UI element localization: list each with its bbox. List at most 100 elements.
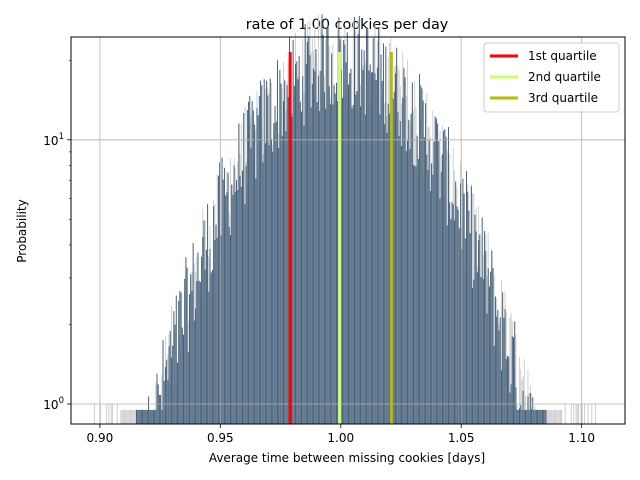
histogram-bar: [463, 193, 465, 424]
histogram-bar: [130, 409, 132, 424]
histogram-bar: [167, 380, 169, 424]
histogram-bar: [99, 404, 101, 424]
histogram-bar: [233, 165, 235, 424]
histogram-bar: [343, 39, 345, 424]
histogram-bar: [541, 409, 543, 424]
histogram-bar: [311, 83, 313, 424]
histogram-bar: [349, 73, 351, 425]
histogram-bar: [329, 104, 331, 424]
histogram-bar: [270, 138, 272, 424]
histogram-bar: [423, 137, 425, 424]
histogram-bar: [492, 268, 494, 424]
histogram-bar: [493, 346, 495, 424]
histogram-bar: [402, 97, 404, 424]
histogram-bar: [466, 171, 468, 424]
histogram-bar: [509, 392, 511, 424]
histogram-bar: [316, 102, 318, 425]
histogram-bar: [140, 409, 142, 424]
histogram-bar: [355, 94, 357, 424]
histogram-bar: [293, 85, 295, 425]
histogram-bar: [385, 46, 387, 424]
histogram-bar: [525, 409, 527, 424]
histogram-bar: [559, 409, 561, 424]
histogram-bar: [174, 324, 176, 424]
histogram-bar: [168, 346, 170, 424]
histogram-bar: [156, 373, 158, 424]
histogram-bar: [368, 70, 370, 424]
histogram-bar: [236, 180, 237, 424]
histogram-bar: [223, 167, 225, 424]
histogram-bar: [545, 409, 547, 424]
histogram-bar: [494, 296, 496, 424]
legend-label: 2nd quartile: [528, 70, 601, 84]
histogram-bar: [467, 192, 469, 424]
histogram-bar: [447, 127, 449, 424]
histogram-bar: [133, 409, 135, 424]
histogram-bar: [279, 70, 281, 424]
histogram-bar: [181, 327, 183, 424]
histogram-bar: [331, 54, 333, 424]
histogram-bar: [121, 409, 123, 424]
histogram-bar: [535, 409, 537, 424]
histogram-bar: [274, 105, 276, 424]
histogram-bar: [217, 175, 219, 424]
histogram-bar: [204, 269, 206, 424]
histogram-bar: [556, 409, 558, 424]
histogram-bar: [264, 143, 266, 424]
histogram-bar: [407, 140, 409, 424]
histogram-bar: [261, 85, 263, 424]
histogram-bar: [334, 93, 336, 424]
histogram-bar: [178, 300, 180, 424]
histogram-bar: [552, 409, 554, 424]
histogram-bar: [286, 85, 288, 424]
histogram-bar: [482, 279, 484, 424]
histogram-bar: [322, 35, 324, 425]
histogram-bar: [246, 109, 248, 424]
histogram-bar: [516, 409, 518, 424]
histogram-bar: [191, 290, 193, 424]
histogram-bar: [441, 154, 443, 425]
histogram-bar: [425, 103, 427, 425]
histogram-bar: [378, 26, 380, 424]
histogram-bar: [584, 404, 586, 424]
histogram-bar: [299, 102, 301, 424]
histogram-bar: [160, 394, 162, 424]
histogram-bar: [266, 80, 268, 424]
histogram-bar: [453, 220, 455, 424]
histogram-bar: [491, 250, 493, 424]
histogram-bar: [429, 190, 431, 424]
histogram-bar: [154, 409, 156, 424]
histogram-bar: [354, 16, 356, 425]
histogram-bar: [321, 14, 323, 424]
histogram-bar: [319, 111, 321, 425]
histogram-bar: [520, 368, 522, 424]
histogram-bar: [199, 282, 201, 424]
histogram-bar: [190, 274, 192, 424]
histogram-bar: [551, 409, 553, 424]
histogram-bar: [510, 313, 512, 424]
histogram-bar: [474, 214, 476, 424]
histogram-bar: [439, 198, 441, 424]
histogram-bar: [221, 157, 223, 424]
histogram-bar: [464, 238, 466, 424]
histogram-bar: [192, 242, 194, 424]
histogram-bar: [374, 73, 376, 424]
histogram-bar: [198, 280, 200, 424]
histogram-bar: [458, 228, 460, 424]
histogram-bar: [417, 158, 419, 424]
histogram-bar: [468, 210, 470, 424]
histogram-bar: [513, 337, 514, 424]
histogram-bar: [275, 121, 277, 425]
histogram-bar: [278, 147, 280, 424]
legend-box: [483, 42, 620, 113]
histogram-bar: [267, 95, 269, 424]
histogram-bar: [341, 97, 343, 424]
histogram-bar: [488, 286, 490, 424]
histogram-bar: [315, 49, 317, 425]
histogram-bar: [335, 82, 337, 424]
histogram-bar: [399, 120, 401, 425]
histogram-bar: [537, 409, 539, 424]
histogram-bar: [549, 409, 551, 424]
y-tick-label: 100: [43, 396, 64, 412]
histogram-bar: [580, 404, 582, 424]
